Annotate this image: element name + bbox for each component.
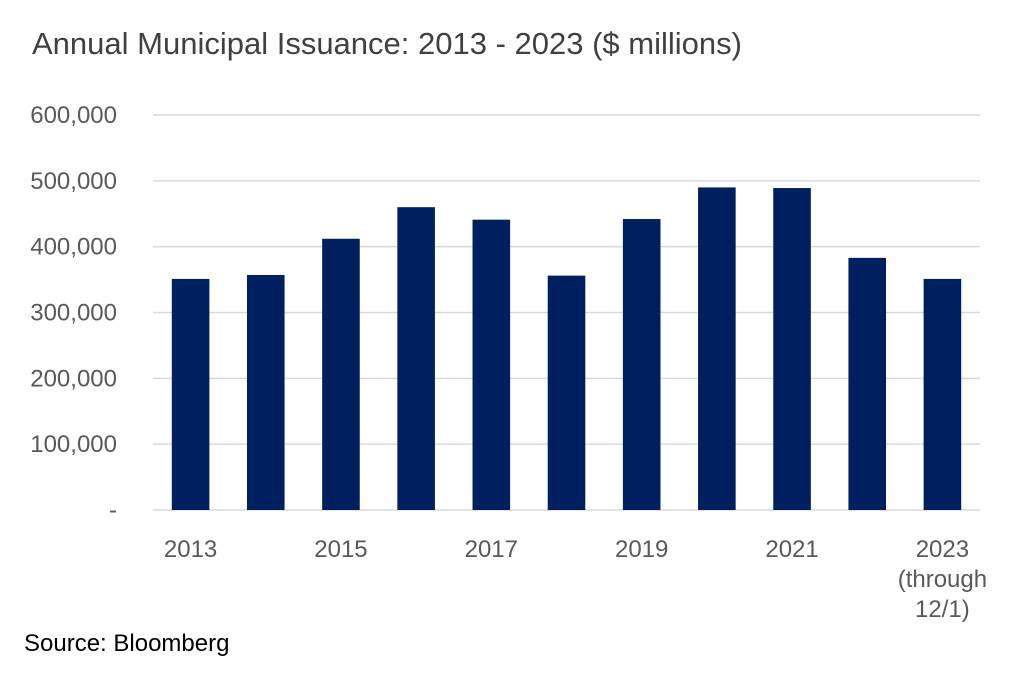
y-tick-label: 400,000 [30,234,117,261]
x-axis-tick-labels: 2013 2015 2017 2019 2021 2023 (through 12/1) [164,536,987,623]
bar-2018 [547,275,586,510]
y-tick-label: 200,000 [30,365,117,392]
x-tick-label-line: (through [898,566,987,593]
y-axis-tick-labels: - 100,000 200,000 300,000 400,000 500,000 600,… [30,102,117,524]
x-tick-label: 2019 [615,536,668,563]
x-tick-label-line: 2017 [465,536,518,563]
bar-2021 [773,188,811,510]
bar-2014 [246,274,285,510]
bar-2022 [848,257,887,510]
chart-title: Annual Municipal Issuance: 2013 - 2023 (… [32,26,742,61]
bar-2016 [397,207,435,510]
x-tick-label-line: 2023 [916,536,969,563]
x-tick-label-line: 2021 [765,536,818,563]
x-tick-label: 2015 [314,536,367,563]
x-tick-label: 2023 (through 12/1) [898,536,987,623]
bar-2020 [698,187,736,510]
x-tick-label-line: 2019 [615,536,668,563]
bar-2019 [622,219,661,510]
y-tick-label: - [109,497,117,524]
y-tick-label: 500,000 [30,168,117,195]
x-tick-label-line: 12/1) [915,596,970,623]
x-tick-label: 2013 [164,536,217,563]
bar-2013 [171,278,210,510]
bars [171,187,962,511]
y-tick-label: 300,000 [30,300,117,327]
bar-2023 [923,278,962,510]
bar-2017 [472,219,511,511]
x-tick-label-line: 2015 [314,536,367,563]
x-tick-label: 2021 [765,536,818,563]
y-tick-label: 600,000 [30,102,117,129]
bar-2015 [322,238,360,510]
x-tick-label: 2017 [465,536,518,563]
x-tick-label-line: 2013 [164,536,217,563]
source-note: Source: Bloomberg [24,630,230,657]
y-tick-label: 100,000 [30,431,117,458]
